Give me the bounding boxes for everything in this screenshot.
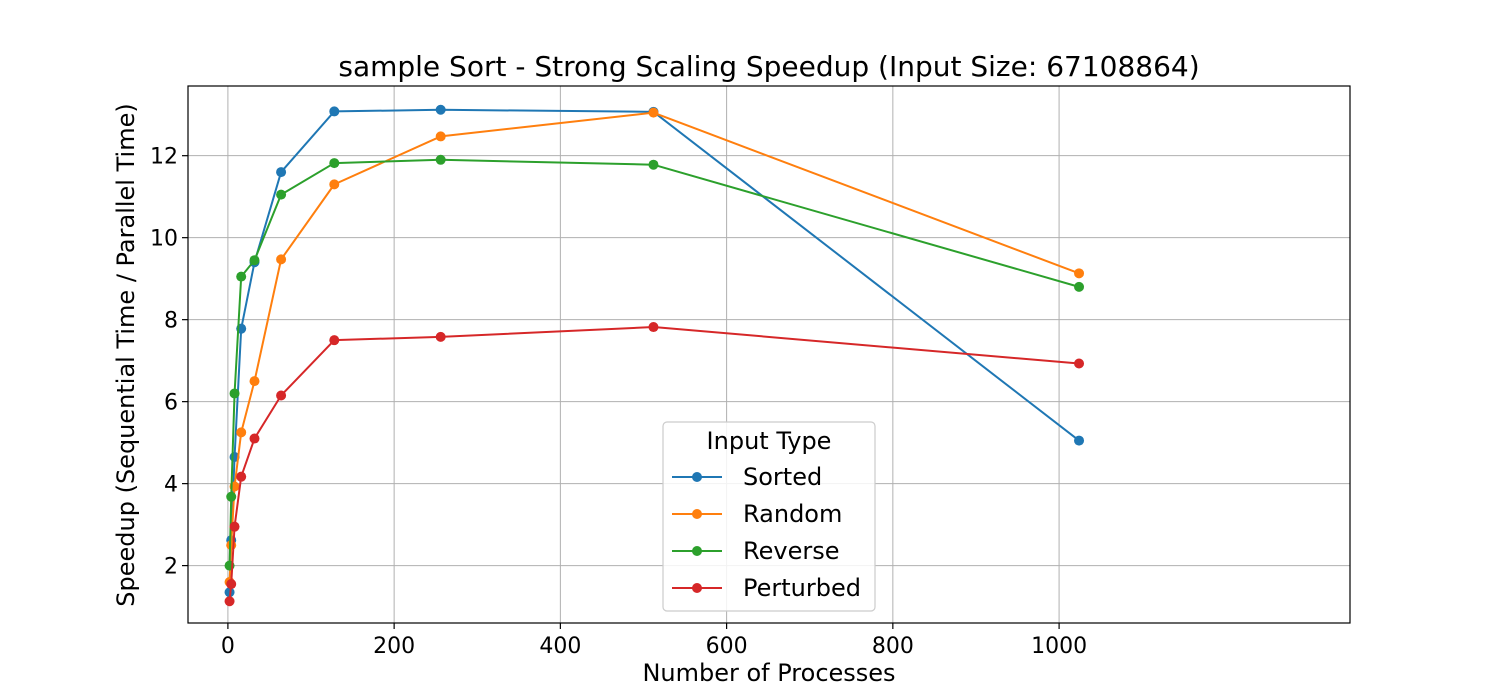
plot-area-frame <box>187 85 1351 624</box>
y-axis-label: Speedup (Sequential Time / Parallel Time… <box>112 103 140 606</box>
legend-label: Sorted <box>743 463 822 491</box>
data-point-reverse <box>276 189 287 200</box>
legend-item-random: Random <box>672 500 842 528</box>
y-tick-label: 10 <box>150 227 178 252</box>
data-point-reverse <box>648 159 659 170</box>
legend-title: Input Type <box>707 427 832 455</box>
data-point-perturbed <box>236 471 247 482</box>
data-point-perturbed <box>249 433 260 444</box>
legend-swatch-marker <box>692 472 702 482</box>
data-point-random <box>226 540 237 551</box>
series-line-random <box>228 111 1080 583</box>
x-axis-label: Number of Processes <box>642 659 895 687</box>
y-tick-label: 6 <box>164 391 178 416</box>
data-point-sorted <box>1074 435 1085 446</box>
series-sorted <box>224 104 1085 598</box>
data-point-reverse <box>236 271 247 282</box>
data-point-perturbed <box>229 521 240 532</box>
data-point-reverse <box>229 388 240 399</box>
series-line-reverse <box>228 158 1080 566</box>
data-point-random <box>648 107 659 118</box>
legend-item-sorted: Sorted <box>672 463 822 491</box>
legend-label: Random <box>743 500 842 528</box>
y-tick-label: 12 <box>150 145 178 170</box>
grid-lines <box>188 86 1350 623</box>
legend-swatch-marker <box>692 583 702 593</box>
data-point-random <box>329 179 340 190</box>
data-point-perturbed <box>224 596 235 607</box>
series-line-perturbed <box>228 326 1080 602</box>
series-layer <box>224 104 1085 607</box>
data-point-reverse <box>249 255 260 266</box>
data-point-reverse <box>435 154 446 165</box>
x-tick-label: 600 <box>706 634 748 659</box>
x-tick-label: 1000 <box>1031 634 1087 659</box>
series-line-sorted <box>228 108 1080 593</box>
data-point-reverse <box>226 491 237 502</box>
legend-label: Perturbed <box>743 574 861 602</box>
y-tick-label: 2 <box>164 555 178 580</box>
data-point-random <box>249 376 260 387</box>
data-point-reverse <box>329 158 340 169</box>
legend: Input Type Sorted Random Reverse Perturbed <box>662 421 876 612</box>
series-reverse <box>224 154 1085 571</box>
data-point-perturbed <box>435 331 446 342</box>
legend-label: Reverse <box>743 537 839 565</box>
x-tick-label: 0 <box>221 634 235 659</box>
y-tick-label: 8 <box>164 309 178 334</box>
legend-box <box>662 421 876 612</box>
data-point-perturbed <box>329 335 340 346</box>
legend-swatch-marker <box>692 546 702 556</box>
chart-title: sample Sort - Strong Scaling Speedup (In… <box>338 50 1199 83</box>
y-axis-ticks: 2 4 6 8 10 12 <box>150 145 188 580</box>
x-axis-ticks: 0 200 400 600 800 1000 <box>221 623 1087 659</box>
data-point-perturbed <box>1074 358 1085 369</box>
data-point-sorted <box>276 167 287 178</box>
legend-item-reverse: Reverse <box>672 537 839 565</box>
y-tick-label: 4 <box>164 473 178 498</box>
x-tick-label: 200 <box>373 634 415 659</box>
data-point-perturbed <box>226 579 237 590</box>
data-point-sorted <box>435 104 446 115</box>
data-point-perturbed <box>276 390 287 401</box>
data-point-perturbed <box>648 322 659 333</box>
data-point-random <box>1074 268 1085 279</box>
data-point-random <box>236 427 247 438</box>
data-point-sorted <box>329 106 340 117</box>
data-point-random <box>276 254 287 265</box>
data-point-random <box>435 131 446 142</box>
x-tick-label: 400 <box>539 634 581 659</box>
data-point-reverse <box>1074 281 1085 292</box>
series-perturbed <box>224 322 1085 607</box>
x-tick-label: 800 <box>872 634 914 659</box>
series-random <box>224 107 1085 588</box>
legend-swatch-marker <box>692 509 702 519</box>
legend-item-perturbed: Perturbed <box>672 574 861 602</box>
legend-items: Sorted Random Reverse Perturbed <box>672 463 861 602</box>
